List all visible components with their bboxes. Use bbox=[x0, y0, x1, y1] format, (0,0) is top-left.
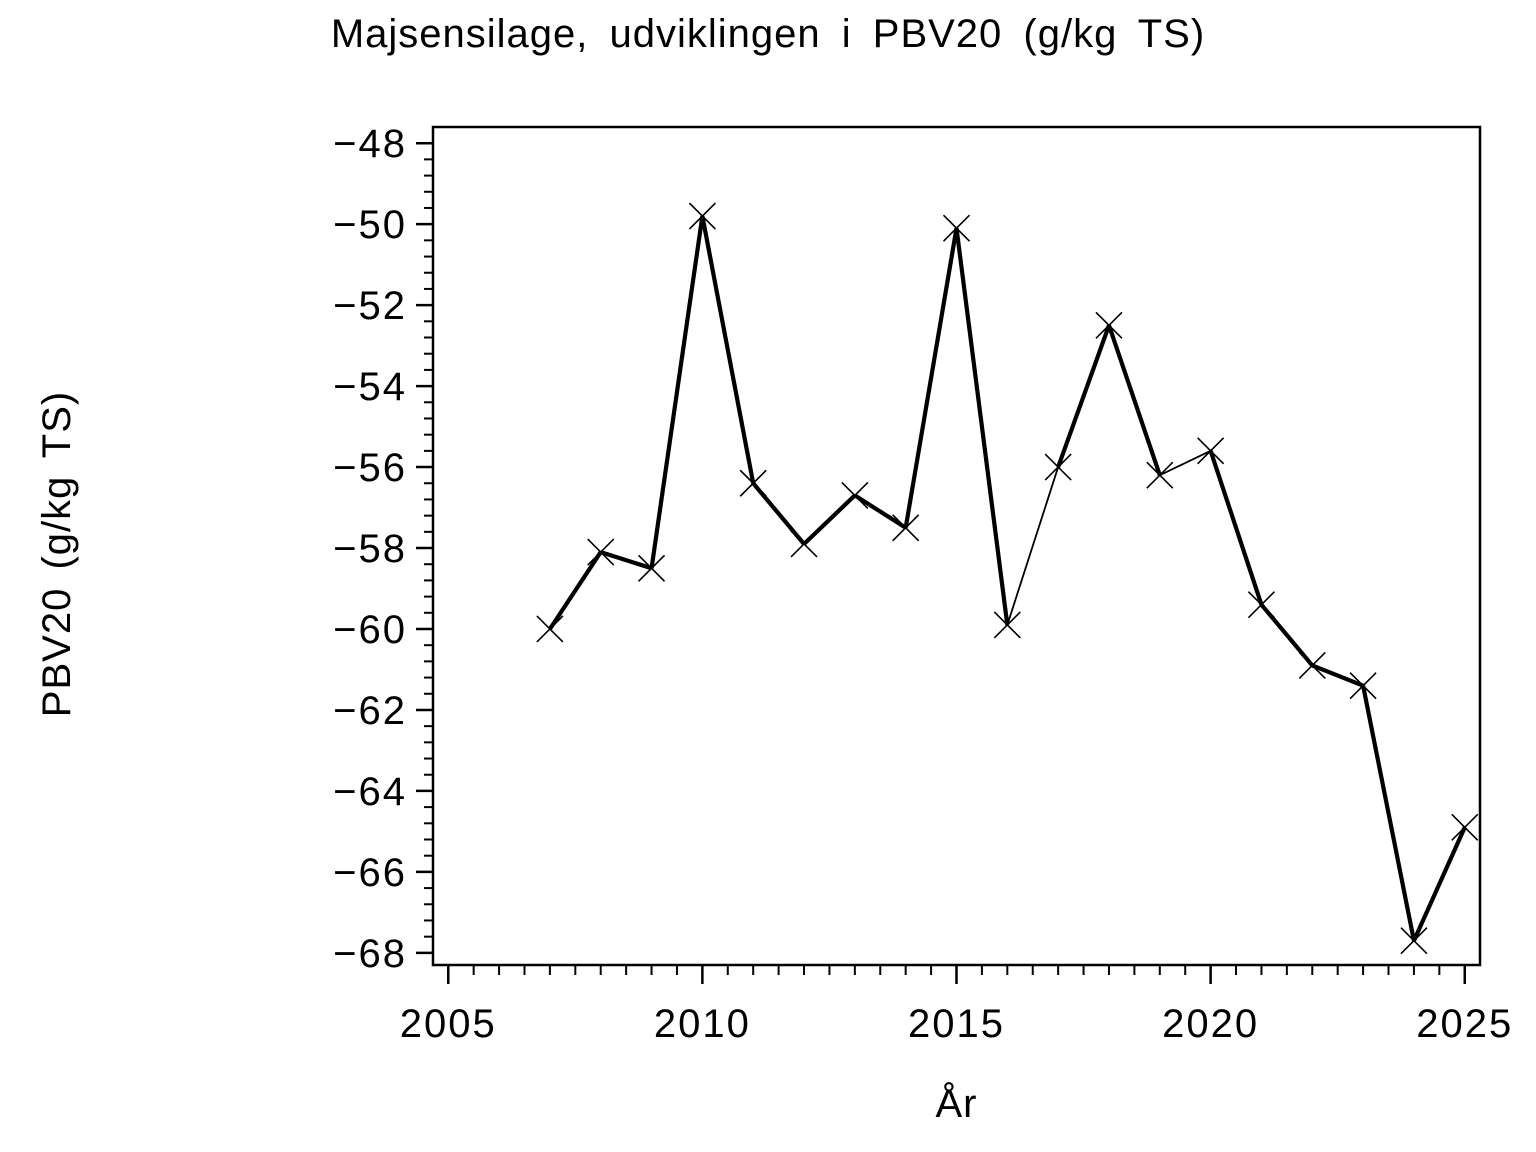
data-point-marker bbox=[1349, 672, 1377, 700]
chart-title: Majsensilage, udviklingen i PBV20 (g/kg … bbox=[330, 12, 1206, 56]
data-line-segment bbox=[1056, 324, 1111, 468]
x-tick-label: 2015 bbox=[908, 1002, 1005, 1046]
data-line-segment bbox=[903, 227, 959, 529]
x-tick-label: 2025 bbox=[1416, 1002, 1513, 1046]
data-line-segment bbox=[1159, 450, 1212, 476]
data-point-marker bbox=[1400, 927, 1428, 955]
data-point-marker bbox=[1298, 651, 1326, 679]
y-tick-label: −52 bbox=[333, 284, 407, 328]
data-line-segment bbox=[853, 493, 907, 530]
data-line-segment bbox=[954, 227, 1010, 626]
data-line-segment bbox=[1259, 603, 1314, 667]
data-point-marker bbox=[892, 514, 920, 542]
y-tick-label: −54 bbox=[333, 365, 407, 409]
data-line-segment bbox=[1208, 450, 1264, 606]
data-point-marker bbox=[841, 481, 869, 509]
data-point-marker bbox=[1095, 311, 1123, 339]
y-tick-label: −48 bbox=[333, 122, 407, 166]
y-tick-label: −50 bbox=[333, 203, 407, 247]
data-line-segment bbox=[700, 215, 756, 484]
x-axis-title: År bbox=[935, 1082, 978, 1126]
data-point-marker bbox=[1451, 813, 1479, 841]
data-line-segment bbox=[1311, 663, 1364, 688]
y-tick-label: −64 bbox=[333, 770, 407, 814]
data-point-marker bbox=[1146, 461, 1174, 489]
data-line-segment bbox=[600, 550, 653, 571]
y-tick-label: −60 bbox=[333, 608, 407, 652]
data-line-segment bbox=[649, 215, 705, 569]
y-tick-label: −66 bbox=[333, 851, 407, 895]
y-tick-label: −62 bbox=[333, 689, 407, 733]
data-point-marker bbox=[942, 214, 971, 242]
data-point-marker bbox=[1197, 437, 1225, 465]
x-tick-label: 2020 bbox=[1162, 1002, 1259, 1046]
data-point-marker bbox=[993, 611, 1021, 639]
data-line-segment bbox=[1361, 685, 1416, 942]
x-tick-label: 2010 bbox=[654, 1002, 751, 1046]
plot-frame bbox=[431, 125, 1482, 967]
data-line-segment bbox=[751, 481, 806, 546]
x-tick-label: 2005 bbox=[400, 1002, 497, 1046]
data-line-segment bbox=[1412, 826, 1467, 942]
data-point-marker bbox=[688, 202, 716, 230]
data-point-marker bbox=[1044, 453, 1072, 481]
data-line-segment bbox=[1106, 324, 1162, 476]
data-point-marker bbox=[637, 554, 666, 582]
y-tick-label: −58 bbox=[333, 527, 407, 571]
data-line-segment bbox=[1006, 466, 1060, 626]
data-point-marker bbox=[587, 538, 615, 566]
data-line-segment bbox=[548, 550, 603, 631]
data-point-marker bbox=[1247, 591, 1276, 619]
y-tick-label: −68 bbox=[333, 932, 407, 976]
data-point-marker bbox=[739, 469, 767, 497]
data-point-marker bbox=[790, 530, 818, 558]
data-point-marker bbox=[536, 615, 564, 643]
y-tick-label: −56 bbox=[333, 446, 407, 490]
